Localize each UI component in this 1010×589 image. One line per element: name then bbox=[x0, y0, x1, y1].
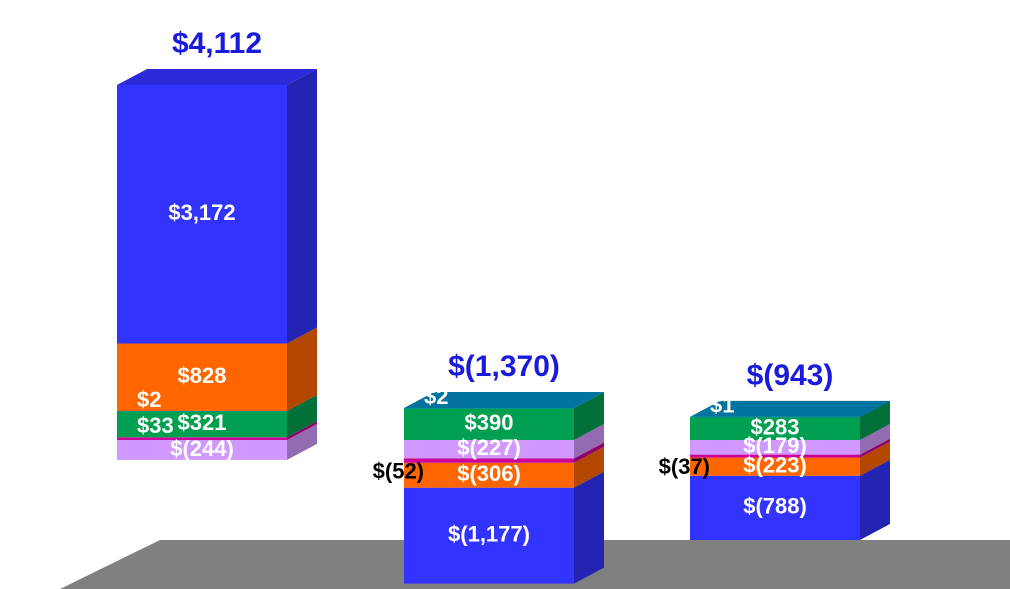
data-label: $(179) bbox=[743, 433, 807, 458]
bar-side bbox=[574, 392, 604, 409]
data-label: $(1,177) bbox=[448, 521, 530, 546]
bar-segment bbox=[404, 392, 604, 409]
bar-front bbox=[404, 462, 574, 488]
data-label: $2 bbox=[424, 384, 448, 409]
bar-segment bbox=[690, 400, 890, 418]
bar-segment bbox=[404, 392, 604, 440]
bar-segment bbox=[690, 400, 890, 440]
bar-segment bbox=[117, 424, 317, 460]
bar-segment bbox=[404, 442, 604, 463]
bar-side bbox=[287, 68, 317, 344]
bar-front bbox=[117, 410, 287, 412]
bar-side bbox=[287, 327, 317, 411]
bar-top bbox=[404, 392, 604, 409]
bar-side bbox=[860, 438, 890, 458]
data-label: $390 bbox=[465, 410, 514, 435]
bar-front bbox=[117, 440, 287, 460]
total-label: $(943) bbox=[747, 359, 834, 392]
bar-side bbox=[574, 442, 604, 463]
bar-front bbox=[117, 84, 287, 344]
bar-front bbox=[404, 458, 574, 463]
data-label: $(223) bbox=[743, 453, 807, 478]
bar-side bbox=[287, 424, 317, 460]
bar-segment bbox=[117, 394, 317, 412]
bar-front bbox=[117, 343, 287, 411]
data-label: $(788) bbox=[743, 494, 807, 519]
bar-segment bbox=[690, 441, 890, 476]
bar-front bbox=[690, 440, 860, 455]
bar-side bbox=[574, 471, 604, 584]
bar-segment bbox=[404, 471, 604, 584]
bar-side bbox=[860, 400, 890, 440]
bar-side bbox=[287, 421, 317, 440]
bar-front bbox=[690, 454, 860, 458]
bar-segment bbox=[690, 438, 890, 458]
bar-side bbox=[574, 424, 604, 459]
data-label: $(37) bbox=[659, 454, 710, 479]
bar-front bbox=[690, 416, 860, 440]
bar-segment bbox=[404, 446, 604, 488]
bar-side bbox=[287, 395, 317, 438]
bar-front bbox=[690, 416, 860, 418]
bar-side bbox=[574, 446, 604, 488]
bar-segment bbox=[690, 424, 890, 455]
data-label: $1 bbox=[710, 393, 734, 418]
data-label: $(306) bbox=[457, 461, 521, 486]
bar-segment bbox=[117, 395, 317, 438]
bar-side bbox=[860, 441, 890, 476]
bar-side bbox=[860, 424, 890, 455]
bar-front bbox=[404, 487, 574, 584]
total-label: $4,112 bbox=[172, 27, 262, 60]
bar-segment bbox=[404, 424, 604, 459]
bar-front bbox=[404, 440, 574, 459]
data-label: $283 bbox=[751, 414, 800, 439]
data-label: $321 bbox=[178, 410, 227, 435]
bar-segment bbox=[117, 327, 317, 411]
bar-front bbox=[117, 437, 287, 440]
bar-segment bbox=[117, 421, 317, 440]
data-label: $33 bbox=[137, 413, 174, 438]
data-label: $(227) bbox=[457, 435, 521, 460]
bar-top bbox=[117, 68, 317, 85]
data-label: $828 bbox=[178, 363, 227, 388]
data-label: $(52) bbox=[373, 458, 424, 483]
bar-side bbox=[860, 459, 890, 541]
data-label: $2 bbox=[137, 387, 161, 412]
data-label: $(244) bbox=[170, 436, 234, 461]
bar-front bbox=[404, 408, 574, 440]
bar-front bbox=[404, 408, 574, 409]
bar-top bbox=[690, 400, 890, 417]
total-label: $(1,370) bbox=[448, 350, 560, 383]
data-label: $3,172 bbox=[168, 200, 235, 225]
bar-front bbox=[690, 457, 860, 476]
bar-front bbox=[690, 475, 860, 541]
bar-side bbox=[287, 394, 317, 412]
bar-front bbox=[117, 411, 287, 438]
bar-side bbox=[860, 400, 890, 418]
bar-side bbox=[574, 392, 604, 440]
bar-segment bbox=[690, 459, 890, 541]
bar-segment bbox=[117, 68, 317, 344]
